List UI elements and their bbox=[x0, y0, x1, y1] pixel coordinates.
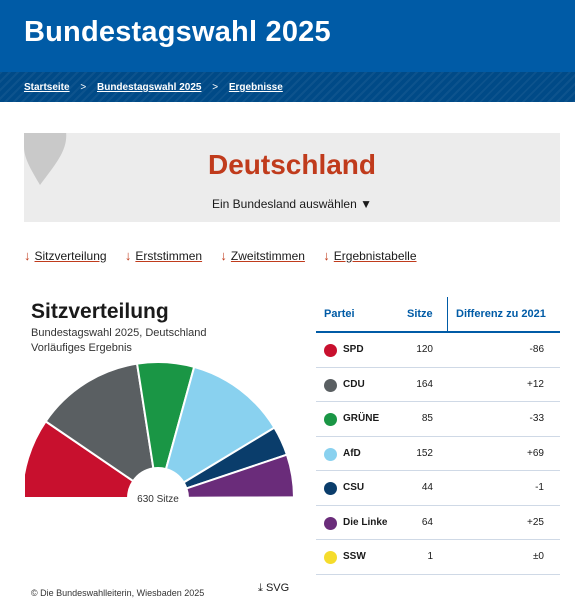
svg-download-label: SVG bbox=[265, 582, 290, 594]
party-seats: 44 bbox=[421, 482, 433, 493]
chart-subtitle-line: Bundestagswahl 2025, Deutschland bbox=[31, 327, 207, 339]
party-diff: +12 bbox=[527, 378, 544, 390]
party-diff: -33 bbox=[529, 413, 544, 424]
party-color-dot bbox=[324, 447, 337, 461]
party-diff: +69 bbox=[527, 447, 544, 459]
map-pin-icon bbox=[24, 133, 67, 185]
arrow-down-icon: ↓ bbox=[124, 248, 132, 263]
seat-slice-ssw[interactable] bbox=[186, 496, 296, 499]
nav-label: Zweitstimmen bbox=[230, 249, 305, 263]
results-table: Partei Sitze Differenz zu 2021 SPD 120 -86… bbox=[316, 297, 560, 575]
column-header-diff: Differenz zu 2021 bbox=[456, 308, 546, 320]
chart-subtitle: Bundestagswahl 2025, Deutschland Vorläuf… bbox=[31, 326, 207, 356]
party-seats: 120 bbox=[416, 344, 433, 355]
breadcrumb-election[interactable]: Bundestagswahl 2025 bbox=[96, 82, 202, 93]
party-seats: 1 bbox=[427, 551, 433, 562]
party-name: SSW bbox=[343, 551, 366, 562]
table-row: Die Linke 64 +25 bbox=[316, 506, 560, 540]
breadcrumb-home[interactable]: Startseite bbox=[24, 82, 70, 93]
column-header-party: Partei bbox=[324, 308, 355, 320]
chart-subtitle-status: Vorläufiges Ergebnis bbox=[31, 342, 132, 354]
breadcrumb-bar: Startseite > Bundestagswahl 2025 > Ergeb… bbox=[0, 72, 575, 102]
party-diff: -1 bbox=[535, 482, 544, 493]
arrow-down-icon: ↓ bbox=[220, 248, 227, 263]
table-row: AfD 152 +69 bbox=[316, 437, 560, 471]
table-row: CDU 164 +12 bbox=[316, 368, 560, 402]
party-color-dot bbox=[324, 413, 337, 426]
site-header: Bundestagswahl 2025 bbox=[0, 0, 575, 72]
breadcrumb-separator: > bbox=[212, 82, 219, 93]
nav-sitzverteilung[interactable]: ↓ Sitzverteilung bbox=[24, 248, 107, 263]
party-seats: 64 bbox=[421, 516, 433, 528]
party-name: Die Linke bbox=[343, 516, 388, 528]
nav-label: Sitzverteilung bbox=[34, 249, 107, 263]
party-diff: ±0 bbox=[532, 551, 544, 562]
nav-ergebnistabelle[interactable]: ↓ Ergebnistabelle bbox=[323, 248, 417, 263]
party-color-dot bbox=[324, 344, 337, 357]
region-selector-panel: Deutschland Ein Bundesland auswählen ▼ bbox=[24, 133, 560, 222]
arrow-down-icon: ↓ bbox=[323, 248, 330, 263]
seat-slice-spd[interactable] bbox=[25, 419, 135, 499]
party-name: AfD bbox=[343, 447, 361, 459]
table-row: SSW 1 ±0 bbox=[316, 540, 560, 575]
section-nav: ↓ Sitzverteilung ↓ Erststimmen ↓ Zweitstimm… bbox=[24, 248, 432, 263]
nav-label: Erststimmen bbox=[135, 249, 203, 263]
column-header-seats: Sitze bbox=[407, 308, 433, 320]
chart-title: Sitzverteilung bbox=[31, 300, 169, 323]
party-seats: 152 bbox=[416, 447, 433, 459]
seat-slice-afd[interactable] bbox=[164, 365, 276, 484]
party-name: CDU bbox=[343, 378, 365, 390]
party-name: CSU bbox=[343, 482, 365, 493]
table-row: GRÜNE 85 -33 bbox=[316, 402, 560, 437]
party-name: SPD bbox=[343, 344, 364, 355]
party-color-dot bbox=[324, 482, 337, 495]
total-seats-label: 630 Sitze bbox=[137, 494, 179, 505]
column-divider bbox=[447, 297, 448, 333]
party-color-dot bbox=[324, 516, 337, 530]
breadcrumb-results[interactable]: Ergebnisse bbox=[228, 82, 283, 93]
copyright-text: © Die Bundeswahlleiterin, Wiesbaden 2025 bbox=[31, 588, 205, 598]
party-diff: -86 bbox=[529, 344, 544, 355]
party-seats: 164 bbox=[416, 378, 433, 390]
party-seats: 85 bbox=[421, 413, 433, 424]
download-icon: ⤓ bbox=[258, 582, 263, 594]
breadcrumb-separator: > bbox=[80, 82, 87, 93]
party-color-dot bbox=[324, 551, 337, 564]
table-row: CSU 44 -1 bbox=[316, 471, 560, 506]
nav-zweitstimmen[interactable]: ↓ Zweitstimmen bbox=[220, 248, 305, 263]
seat-distribution-chart: 630 Sitze bbox=[25, 361, 296, 505]
nav-label: Ergebnistabelle bbox=[333, 249, 417, 263]
party-diff: +25 bbox=[527, 516, 544, 528]
party-color-dot bbox=[324, 378, 337, 392]
nav-erststimmen[interactable]: ↓ Erststimmen bbox=[124, 248, 203, 263]
table-row: SPD 120 -86 bbox=[316, 333, 560, 368]
party-name: GRÜNE bbox=[343, 413, 380, 424]
svg-download-link[interactable]: ⤓ SVG bbox=[258, 582, 289, 595]
seat-slice-cdu[interactable] bbox=[44, 362, 155, 483]
state-dropdown[interactable]: Ein Bundesland auswählen ▼ bbox=[212, 197, 372, 211]
table-header: Partei Sitze Differenz zu 2021 bbox=[316, 297, 560, 333]
region-title: Deutschland bbox=[207, 149, 377, 180]
page-title: Bundestagswahl 2025 bbox=[24, 16, 331, 48]
breadcrumb: Startseite > Bundestagswahl 2025 > Ergeb… bbox=[24, 82, 283, 93]
table-body: SPD 120 -86 CDU 164 +12 GRÜNE 85 -33 AfD 152 +69 CSU… bbox=[316, 333, 560, 575]
arrow-down-icon: ↓ bbox=[24, 248, 31, 263]
